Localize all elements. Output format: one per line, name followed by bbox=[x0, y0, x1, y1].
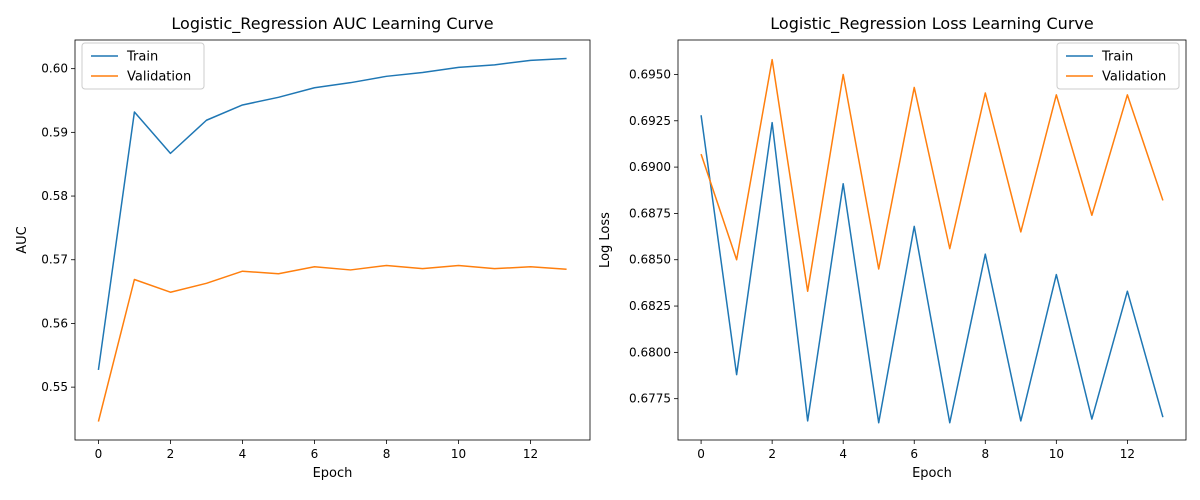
auc-x-tick-label: 12 bbox=[523, 447, 538, 461]
loss-y-tick-label: 0.6775 bbox=[629, 392, 671, 406]
loss-chart: 0 2 4 6 8 10 12 0.6775 0.6800 0.6825 0.6850 0.6875 0… bbox=[598, 14, 1187, 481]
auc-y-tick-label: 0.58 bbox=[41, 189, 68, 203]
loss-legend: Train Validation bbox=[1056, 42, 1180, 90]
loss-y-tick-label: 0.6950 bbox=[629, 67, 671, 81]
loss-x-tick-label: 12 bbox=[1120, 447, 1135, 461]
auc-y-axis-label: AUC bbox=[15, 226, 30, 254]
auc-axes-frame bbox=[74, 39, 591, 441]
auc-x-tick-label: 6 bbox=[311, 447, 319, 461]
auc-y-tick-label: 0.60 bbox=[41, 62, 68, 76]
auc-x-tick-label: 10 bbox=[451, 447, 466, 461]
auc-y-tick-label: 0.59 bbox=[41, 125, 68, 139]
auc-x-tick-label: 0 bbox=[95, 447, 103, 461]
auc-chart-title: Logistic_Regression AUC Learning Curve bbox=[171, 14, 493, 34]
loss-y-tick-label: 0.6925 bbox=[629, 114, 671, 128]
auc-x-tick-label: 4 bbox=[239, 447, 247, 461]
auc-legend-label-train: Train bbox=[126, 50, 158, 65]
auc-x-axis-label: Epoch bbox=[313, 466, 353, 481]
loss-chart-title: Logistic_Regression Loss Learning Curve bbox=[770, 14, 1093, 34]
loss-x-tick-label: 8 bbox=[981, 447, 989, 461]
loss-series-validation-line bbox=[700, 58, 1164, 292]
auc-chart: 0 2 4 6 8 10 12 0.55 0.56 0.57 0.58 0.59 0.60 Logisti… bbox=[15, 14, 591, 481]
loss-x-tick-label: 0 bbox=[697, 447, 705, 461]
loss-x-tick-label: 10 bbox=[1049, 447, 1064, 461]
loss-x-tick-label: 2 bbox=[768, 447, 776, 461]
loss-y-tick-label: 0.6800 bbox=[629, 345, 671, 359]
loss-legend-label-validation: Validation bbox=[1102, 70, 1166, 85]
auc-y-tick-label: 0.55 bbox=[41, 380, 68, 394]
auc-series-train-line bbox=[97, 57, 567, 371]
auc-y-tick-label: 0.56 bbox=[41, 316, 68, 330]
loss-y-tick-label: 0.6850 bbox=[629, 253, 671, 267]
loss-x-tick-label: 4 bbox=[839, 447, 847, 461]
loss-legend-box bbox=[1056, 42, 1180, 90]
auc-series-validation-line bbox=[97, 264, 567, 422]
loss-y-tick-label: 0.6875 bbox=[629, 206, 671, 220]
loss-y-axis-label: Log Loss bbox=[598, 212, 613, 268]
auc-y-tick-label: 0.57 bbox=[41, 253, 68, 267]
loss-series-train-line bbox=[700, 115, 1164, 424]
loss-legend-label-train: Train bbox=[1101, 50, 1133, 65]
loss-axes-frame bbox=[677, 39, 1187, 441]
loss-y-tick-label: 0.6825 bbox=[629, 299, 671, 313]
loss-x-tick-label: 6 bbox=[910, 447, 918, 461]
auc-legend-box bbox=[81, 42, 205, 90]
auc-x-tick-label: 2 bbox=[167, 447, 175, 461]
auc-legend: Train Validation bbox=[81, 42, 205, 90]
auc-x-tick-label: 8 bbox=[383, 447, 391, 461]
loss-x-axis-label: Epoch bbox=[912, 466, 952, 481]
auc-legend-label-validation: Validation bbox=[127, 70, 191, 85]
loss-y-tick-label: 0.6900 bbox=[629, 160, 671, 174]
